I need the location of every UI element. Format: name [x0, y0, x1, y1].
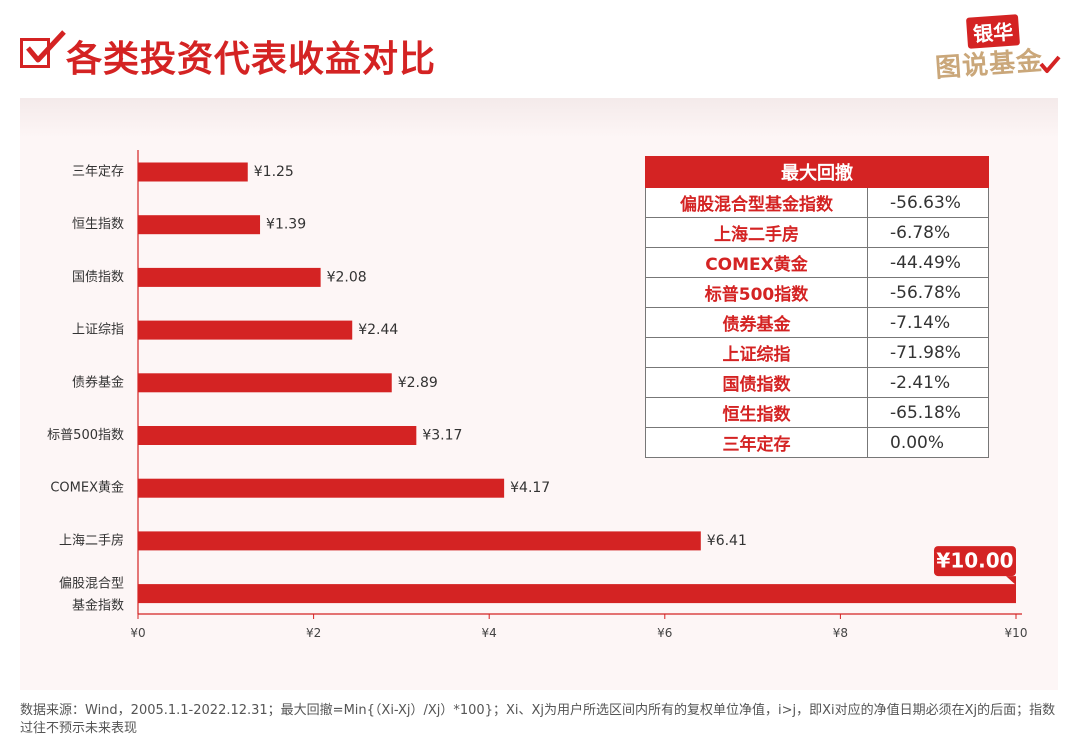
bar	[138, 215, 261, 235]
category-label: 恒生指数	[72, 217, 124, 232]
drawdown-value: 0.00%	[867, 427, 989, 458]
drawdown-value: -44.49%	[867, 247, 989, 278]
x-tick-label: ¥6	[657, 626, 672, 640]
drawdown-value: -65.18%	[867, 397, 989, 428]
checkmark-icon	[26, 30, 66, 63]
table-row: COMEX黄金 -44.49%	[645, 247, 989, 278]
drawdown-name: COMEX黄金	[645, 247, 868, 278]
drawdown-name: 上海二手房	[645, 217, 868, 248]
drawdown-name: 偏股混合型基金指数	[645, 187, 868, 218]
checkbox-icon	[20, 38, 50, 68]
bar	[138, 320, 353, 340]
drawdown-name: 债券基金	[645, 307, 868, 338]
table-row: 恒生指数 -65.18%	[645, 397, 989, 428]
brand-logo: 银华 图说基金	[934, 14, 1065, 84]
footnote: 数据来源：Wind，2005.1.1-2022.12.31；最大回撤=Min{（…	[20, 703, 1056, 736]
highlight-value-label: ¥10.00	[936, 549, 1013, 573]
bar-value-label: ¥1.25	[254, 164, 294, 180]
drawdown-name: 国债指数	[645, 367, 868, 398]
brand-check-icon	[1039, 55, 1061, 73]
drawdown-name: 上证综指	[645, 337, 868, 368]
bar-value-label: ¥6.41	[707, 533, 747, 549]
category-label: 上证综指	[72, 323, 124, 338]
x-tick-label: ¥0	[130, 626, 145, 640]
x-tick-label: ¥10	[1005, 626, 1028, 640]
drawdown-value: -2.41%	[867, 367, 989, 398]
bar-value-label: ¥2.08	[327, 269, 367, 285]
bar	[138, 426, 417, 445]
drawdown-value: -6.78%	[867, 217, 989, 248]
bar	[138, 478, 505, 498]
category-label: 债券基金	[72, 374, 124, 390]
drawdown-name: 三年定存	[645, 427, 868, 458]
bar-value-label: ¥3.17	[422, 428, 462, 444]
table-row: 上海二手房 -6.78%	[645, 217, 989, 248]
drawdown-value: -56.78%	[867, 277, 989, 308]
table-row: 国债指数 -2.41%	[645, 367, 989, 398]
bar-value-label: ¥1.39	[266, 217, 306, 233]
category-label: 国债指数	[72, 270, 124, 285]
page-title: 各类投资代表收益对比	[66, 39, 437, 80]
x-tick-label: ¥2	[306, 626, 321, 640]
category-label: 上海二手房	[59, 532, 124, 548]
bar	[138, 267, 321, 287]
drawdown-value: -7.14%	[867, 307, 989, 338]
table-row: 偏股混合型基金指数 -56.63%	[645, 187, 989, 218]
category-label-line: 基金指数	[72, 598, 124, 614]
bar-value-label: ¥4.17	[510, 480, 550, 496]
table-row: 三年定存 0.00%	[645, 427, 989, 458]
bar	[138, 531, 701, 551]
bar	[138, 373, 392, 393]
header: 各类投资代表收益对比 银华 图说基金	[0, 0, 1080, 98]
category-label: 三年定存	[72, 165, 124, 180]
table-row: 上证综指 -71.98%	[645, 337, 989, 368]
table-row: 债券基金 -7.14%	[645, 307, 989, 338]
x-tick-label: ¥8	[833, 626, 848, 640]
category-label: COMEX黄金	[50, 480, 124, 496]
drawdown-name: 恒生指数	[645, 397, 868, 428]
bar	[138, 162, 248, 182]
bar	[138, 584, 1016, 604]
drawdown-value: -71.98%	[867, 337, 989, 368]
drawdown-value: -56.63%	[867, 187, 989, 218]
drawdown-name: 标普500指数	[645, 277, 868, 308]
highlight-badge-pointer	[1006, 576, 1016, 586]
category-label: 标普500指数	[47, 428, 124, 443]
category-label: 偏股混合型基金指数	[59, 577, 124, 614]
bar-value-label: ¥2.44	[358, 322, 398, 338]
table-row: 标普500指数 -56.78%	[645, 277, 989, 308]
highlight-badge	[934, 546, 1016, 577]
drawdown-table-header: 最大回撤	[645, 156, 989, 188]
bar-value-label: ¥2.89	[398, 375, 438, 391]
max-drawdown-table: 最大回撤 偏股混合型基金指数 -56.63% 上海二手房 -6.78% COMEX黄金 -…	[645, 156, 989, 458]
x-tick-label: ¥4	[482, 626, 497, 640]
category-label-line: 偏股混合型	[59, 577, 124, 592]
